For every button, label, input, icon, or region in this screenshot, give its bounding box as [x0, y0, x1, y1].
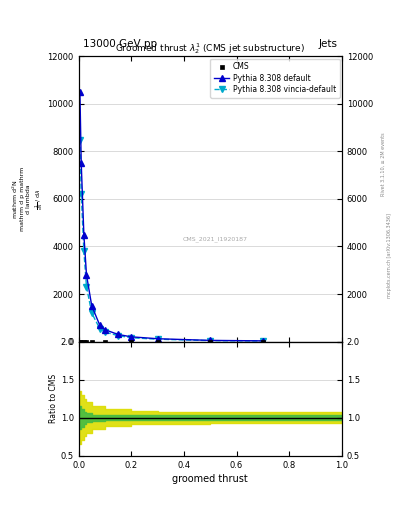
Text: mcplots.cern.ch [arXiv:1306.3436]: mcplots.cern.ch [arXiv:1306.3436] [387, 214, 392, 298]
Pythia 8.308 default [81, 231, 86, 238]
Legend: CMS, Pythia 8.308 default, Pythia 8.308 vincia-default: CMS, Pythia 8.308 default, Pythia 8.308 … [210, 58, 340, 98]
Pythia 8.308 vincia-default [208, 337, 213, 344]
Y-axis label: mathrm d$^2$N
mathrm d p mathrm
d lambda
$\frac{1}{\mathrm{d}N}$ / $\mathrm{d}\l: mathrm d$^2$N mathrm d p mathrm d lambda… [10, 167, 45, 231]
CMS [155, 338, 160, 345]
Pythia 8.308 default [84, 272, 89, 278]
Text: Rivet 3.1.10, ≥ 2M events: Rivet 3.1.10, ≥ 2M events [381, 132, 386, 196]
CMS [79, 338, 84, 345]
Pythia 8.308 default [155, 336, 160, 342]
Pythia 8.308 default [103, 327, 107, 333]
Text: CMS_2021_I1920187: CMS_2021_I1920187 [183, 236, 248, 242]
Pythia 8.308 default [208, 337, 213, 344]
Line: Pythia 8.308 default: Pythia 8.308 default [77, 89, 266, 344]
Pythia 8.308 default [261, 338, 265, 344]
Pythia 8.308 default [116, 331, 120, 337]
CMS [84, 338, 89, 345]
Line: Pythia 8.308 vincia-default: Pythia 8.308 vincia-default [77, 137, 266, 344]
Pythia 8.308 vincia-default [84, 284, 89, 290]
CMS [103, 338, 107, 345]
Pythia 8.308 vincia-default [155, 336, 160, 342]
Pythia 8.308 vincia-default [103, 329, 107, 335]
Pythia 8.308 vincia-default [97, 326, 102, 332]
CMS [261, 338, 265, 345]
Pythia 8.308 vincia-default [81, 248, 86, 254]
Pythia 8.308 default [90, 303, 94, 309]
Pythia 8.308 default [77, 89, 82, 95]
CMS [208, 338, 213, 345]
Text: 13000 GeV pp: 13000 GeV pp [83, 38, 157, 49]
Pythia 8.308 vincia-default [261, 338, 265, 344]
Y-axis label: Ratio to CMS: Ratio to CMS [49, 374, 58, 423]
Title: Groomed thrust $\lambda_2^1$ (CMS jet substructure): Groomed thrust $\lambda_2^1$ (CMS jet su… [115, 41, 305, 56]
CMS [129, 338, 134, 345]
CMS [81, 338, 86, 345]
Pythia 8.308 default [97, 322, 102, 328]
Pythia 8.308 default [79, 160, 84, 166]
Line: CMS: CMS [77, 339, 265, 344]
Pythia 8.308 vincia-default [90, 310, 94, 316]
CMS [90, 338, 94, 345]
X-axis label: groomed thrust: groomed thrust [173, 474, 248, 484]
Pythia 8.308 vincia-default [129, 335, 134, 341]
Pythia 8.308 default [129, 334, 134, 340]
Text: Jets: Jets [319, 38, 338, 49]
Pythia 8.308 vincia-default [116, 333, 120, 339]
CMS [77, 338, 82, 345]
Pythia 8.308 vincia-default [77, 136, 82, 142]
Pythia 8.308 vincia-default [79, 191, 84, 197]
